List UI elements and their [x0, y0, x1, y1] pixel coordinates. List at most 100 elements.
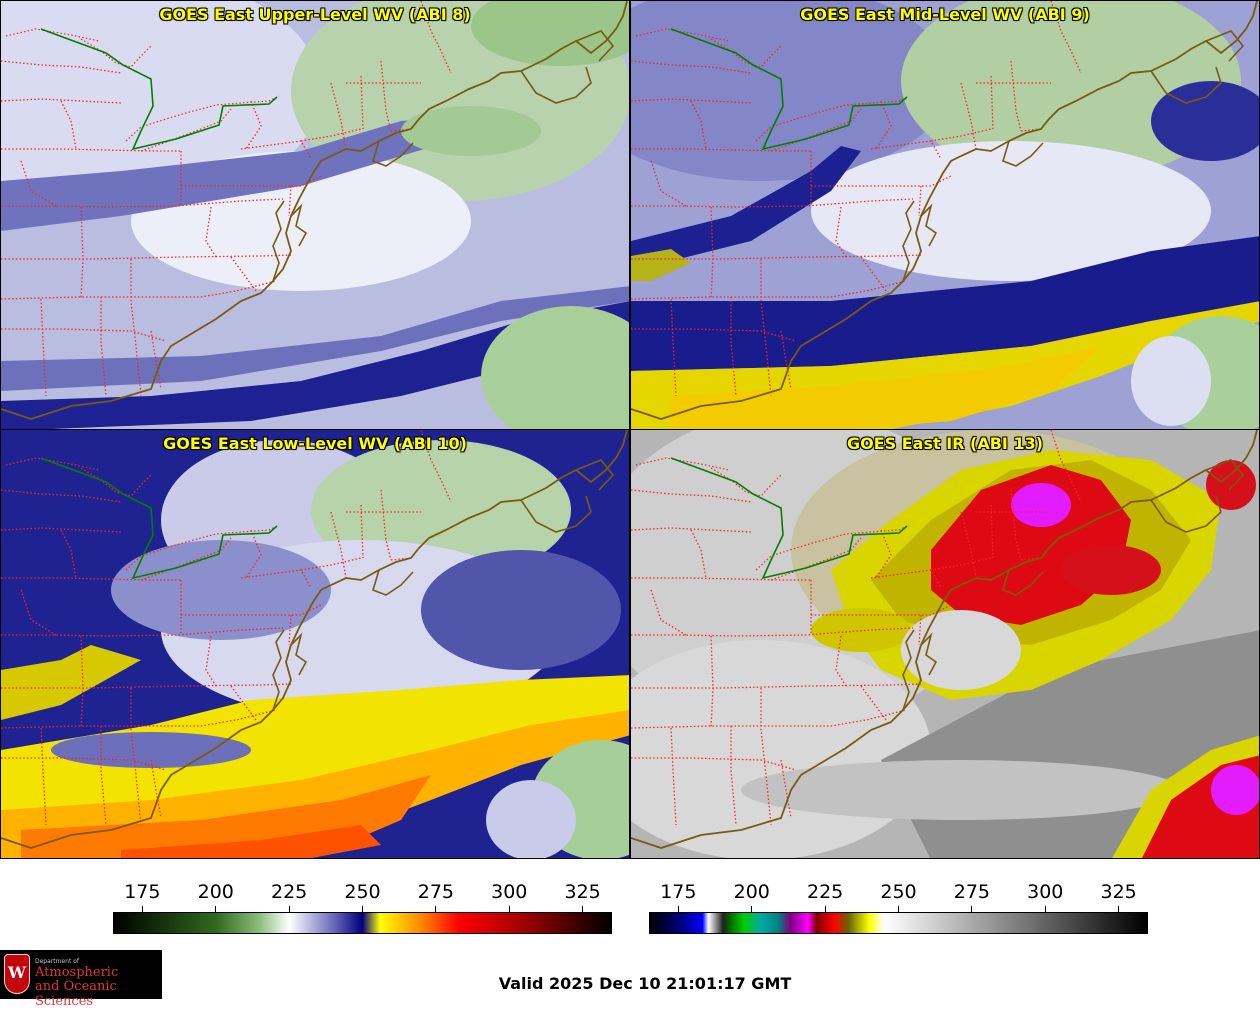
colorbar-tick — [824, 906, 826, 912]
state-border — [631, 527, 752, 533]
state-border — [150, 759, 162, 819]
state-border — [1, 527, 122, 533]
coastline — [520, 495, 592, 533]
state-border — [875, 100, 892, 150]
state-border — [80, 635, 84, 729]
state-border — [631, 328, 797, 342]
imagery-region — [401, 106, 541, 156]
imagery-region — [1, 645, 141, 720]
colorbar-tick-label: 300 — [491, 881, 528, 903]
jurisdiction-line — [40, 28, 278, 151]
state-border — [631, 148, 811, 152]
state-border — [631, 757, 797, 771]
colorbar-tick-label: 325 — [1100, 881, 1137, 903]
imagery-region — [631, 1, 951, 181]
coastline — [290, 632, 308, 676]
lake-outline — [140, 108, 232, 152]
coastline — [1002, 140, 1044, 167]
lake-outline — [80, 467, 152, 497]
state-border — [670, 298, 677, 397]
state-border — [710, 206, 714, 300]
state-border — [1050, 430, 1082, 503]
coastline — [520, 66, 592, 104]
imagery-region — [1151, 81, 1259, 161]
satellite-imagery — [1, 1, 629, 429]
state-border — [930, 557, 992, 571]
imagery-region — [811, 141, 1211, 281]
lake-outline — [770, 537, 862, 581]
colorbar-tick — [435, 906, 437, 912]
colorbar-tick — [677, 906, 679, 912]
panel-ir: GOES East IR (ABI 13) — [630, 429, 1260, 859]
panel-title-mid-level-wv: GOES East Mid-Level WV (ABI 9) — [800, 5, 1090, 24]
state-border — [780, 759, 792, 819]
lake-outline — [710, 38, 782, 68]
state-border — [40, 298, 47, 397]
colorbar-tick-label: 175 — [124, 881, 161, 903]
state-border — [1, 254, 292, 260]
state-border — [60, 100, 77, 150]
state-border — [130, 259, 142, 397]
state-border — [1, 683, 292, 689]
colorbar-tick-label: 325 — [564, 881, 601, 903]
state-border — [1, 60, 122, 74]
state-border — [760, 688, 772, 826]
coastline — [1205, 459, 1245, 491]
state-border — [690, 100, 707, 150]
state-border — [1, 757, 167, 771]
state-border — [930, 128, 992, 142]
state-border — [1, 198, 284, 208]
coastlines — [631, 1, 1258, 420]
colorbar-tick — [971, 906, 973, 912]
lake-outline — [635, 28, 730, 42]
coastline — [920, 203, 938, 247]
imagery-region — [111, 540, 331, 640]
coastline — [372, 569, 414, 596]
lake-outline — [770, 108, 862, 152]
state-border — [631, 254, 922, 260]
map-ir — [631, 430, 1259, 858]
map-low-level-wv — [1, 430, 629, 858]
colorbar-tick — [288, 906, 290, 912]
coastline — [575, 30, 615, 62]
state-border — [380, 60, 392, 132]
lake-outline — [140, 537, 232, 581]
colorbar-tick — [141, 906, 143, 912]
colorbar-tick — [898, 906, 899, 912]
state-border — [205, 206, 217, 258]
state-border — [631, 683, 922, 689]
state-borders — [631, 430, 1082, 826]
state-border — [245, 100, 262, 150]
coastline — [372, 140, 414, 167]
state-border — [918, 614, 922, 646]
state-border — [990, 75, 994, 130]
coastline — [1150, 495, 1222, 533]
panel-low-level-wv: GOES East Low-Level WV (ABI 10) — [0, 429, 630, 859]
panel-title-upper-level-wv: GOES East Upper-Level WV (ABI 8) — [159, 5, 471, 24]
imagery-region — [1206, 460, 1256, 510]
state-borders — [1, 430, 452, 826]
colorbar-tick — [751, 906, 753, 912]
imagery-region — [1, 710, 629, 858]
colorbar-tick — [1118, 906, 1120, 912]
coastline — [631, 1, 1258, 420]
lake-outline — [80, 38, 152, 68]
imagery-region — [671, 346, 1101, 429]
colorbar-tick-label: 250 — [880, 881, 917, 903]
jurisdiction-line — [670, 28, 908, 151]
state-border — [918, 185, 922, 217]
colorbar-tick — [1044, 906, 1046, 912]
state-border — [1, 98, 122, 104]
panel-upper-level-wv: GOES East Upper-Level WV (ABI 8) — [0, 0, 630, 430]
state-border — [1, 328, 167, 342]
aos-logo: W Department of Atmospheric and Oceanic … — [0, 950, 162, 1009]
imagery-region — [1, 116, 461, 231]
state-border — [300, 128, 362, 142]
state-border — [760, 259, 772, 397]
state-border — [1, 577, 181, 581]
state-border — [835, 635, 847, 687]
imagery-region — [486, 780, 576, 858]
state-border — [631, 60, 752, 74]
coastline — [290, 203, 308, 247]
imagery-region — [1211, 765, 1259, 815]
